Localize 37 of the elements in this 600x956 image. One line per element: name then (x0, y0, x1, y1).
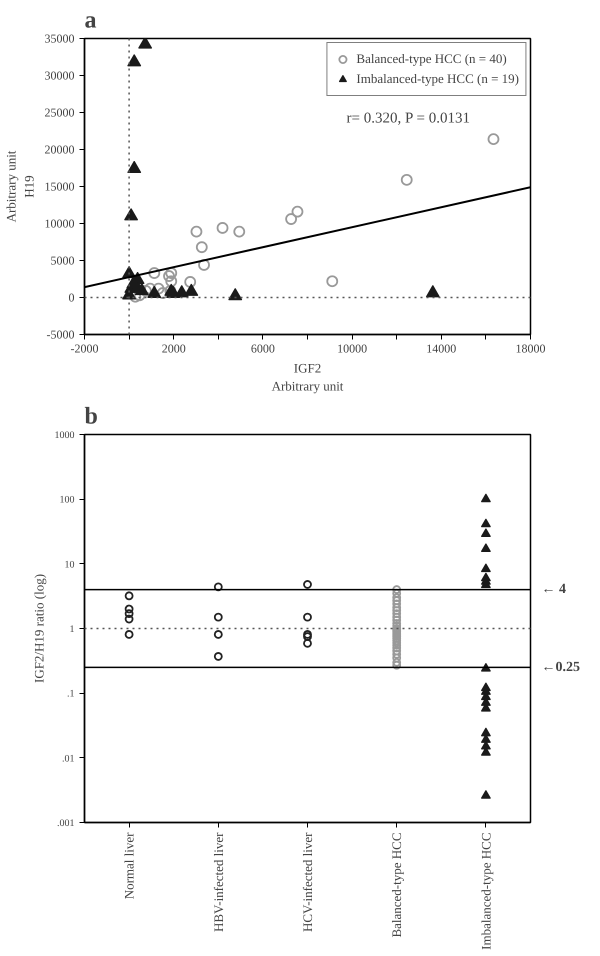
x-tick-label: 10000 (337, 342, 368, 356)
y-tick-label: -5000 (46, 328, 75, 342)
x-tick-label: HBV-infected liver (210, 832, 226, 932)
x-tick-label: 18000 (516, 342, 546, 356)
chart-title: b (84, 404, 98, 430)
legend-label: Balanced-type HCC (n = 40) (356, 51, 507, 67)
x-tick-label: 2000 (162, 342, 186, 356)
x-tick-label: 6000 (250, 342, 275, 356)
x-axis-title: IGF2 Arbitrary unit (272, 360, 344, 394)
y-tick-label: 15000 (44, 180, 74, 194)
ref-line-label: ← 4 (542, 582, 566, 598)
y-tick-label: 10000 (44, 216, 74, 230)
chart-title: a (84, 8, 96, 34)
x-tick-label: Balanced-type HCC (389, 832, 404, 938)
y-tick-label: 30000 (44, 68, 74, 82)
y-tick-label: 100 (60, 494, 74, 506)
y-tick-label: 35000 (44, 32, 74, 46)
y-axis-title: Arbitrary unit H19 (4, 150, 36, 222)
y-axis-title: IGF2/H19 ratio (log) (32, 574, 46, 684)
y-tick-label: 1 (70, 624, 74, 635)
y-tick-label: .001 (57, 818, 74, 829)
y-tick-label: .01 (62, 753, 74, 764)
annotation: r= 0.320, P = 0.0131 (346, 110, 470, 126)
x-tick-label: HCV-infected liver (300, 832, 315, 932)
ref-line-label: ←0.25 (542, 660, 580, 675)
x-tick-label: Imbalanced-type HCC (478, 832, 494, 950)
y-tick-label: 5000 (50, 254, 74, 268)
y-tick-label: 20000 (44, 142, 74, 156)
y-tick-label: 25000 (44, 106, 74, 120)
x-tick-label: Normal liver (122, 832, 137, 900)
x-tick-label: -2000 (70, 342, 98, 356)
y-tick-label: .1 (67, 688, 74, 700)
legend-label: Imbalanced-type HCC (n = 19) (356, 71, 519, 87)
x-tick-label: 14000 (426, 342, 456, 356)
y-tick-label: 1000 (54, 430, 74, 441)
y-tick-label: 0 (68, 290, 74, 304)
y-tick-label: 10 (64, 559, 74, 570)
